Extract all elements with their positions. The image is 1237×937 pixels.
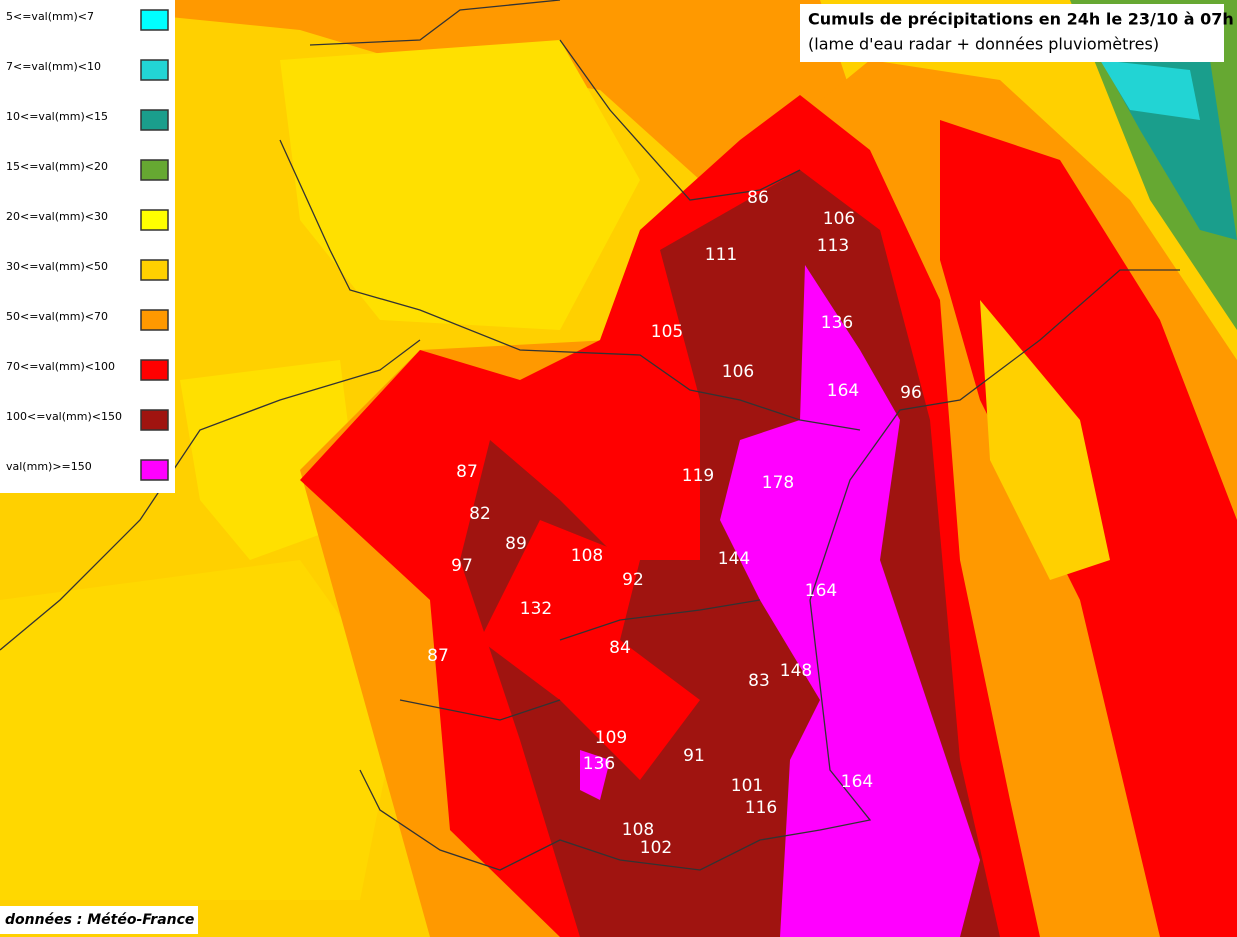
legend-label: val(mm)>=150 [6, 460, 92, 473]
station-value: 111 [705, 245, 737, 265]
subtitle: (lame d'eau radar + données pluviomètres… [808, 35, 1159, 54]
legend-swatch [140, 359, 169, 381]
station-value: 106 [722, 362, 754, 382]
legend-label: 5<=val(mm)<7 [6, 10, 94, 23]
station-value: 86 [747, 188, 769, 208]
station-value: 89 [505, 534, 527, 554]
legend-label: 100<=val(mm)<150 [6, 410, 122, 423]
legend-swatch [140, 409, 169, 431]
station-value: 82 [469, 504, 491, 524]
title-panel [800, 4, 1224, 62]
station-value: 178 [762, 473, 794, 493]
station-value: 84 [609, 638, 631, 658]
station-value: 119 [682, 466, 714, 486]
station-value: 116 [745, 798, 777, 818]
legend-label: 50<=val(mm)<70 [6, 310, 108, 323]
title: Cumuls de précipitations en 24h le 23/10… [808, 10, 1234, 29]
station-value: 83 [748, 671, 770, 691]
title-box: Cumuls de précipitations en 24h le 23/10… [800, 4, 1234, 62]
station-value: 113 [817, 236, 849, 256]
legend-label: 30<=val(mm)<50 [6, 260, 108, 273]
legend: 5<=val(mm)<7 7<=val(mm)<10 10<=val(mm)<15 1… [0, 0, 175, 493]
legend-swatch [140, 109, 169, 131]
station-value: 105 [651, 322, 683, 342]
station-value: 132 [520, 599, 552, 619]
legend-swatch [140, 59, 169, 81]
legend-swatch [140, 159, 169, 181]
legend-label: 20<=val(mm)<30 [6, 210, 108, 223]
legend-label: 10<=val(mm)<15 [6, 110, 108, 123]
legend-label: 7<=val(mm)<10 [6, 60, 101, 73]
legend-label: 70<=val(mm)<100 [6, 360, 115, 373]
station-value: 108 [571, 546, 603, 566]
station-values: 86 106 113 111 136 105 106 164 96 87 119 178 82 89 108… [427, 188, 922, 858]
legend-swatch [140, 459, 169, 481]
legend-swatch [140, 309, 169, 331]
station-value: 87 [456, 462, 478, 482]
credit-panel [0, 906, 198, 934]
legend-label: 15<=val(mm)<20 [6, 160, 108, 173]
station-value: 96 [900, 383, 922, 403]
legend-swatch [140, 209, 169, 231]
station-value: 164 [805, 581, 837, 601]
station-value: 164 [841, 772, 873, 792]
station-value: 108 [622, 820, 654, 840]
station-value: 136 [821, 313, 853, 333]
station-value: 97 [451, 556, 473, 576]
legend-swatch [140, 9, 169, 31]
station-value: 101 [731, 776, 763, 796]
legend-swatch [140, 259, 169, 281]
station-value: 106 [823, 209, 855, 229]
credit-box: données : Météo-France [0, 906, 198, 934]
station-value: 109 [595, 728, 627, 748]
credit: données : Météo-France [5, 912, 194, 928]
station-value: 91 [683, 746, 705, 766]
station-value: 148 [780, 661, 812, 681]
station-value: 164 [827, 381, 859, 401]
station-value: 87 [427, 646, 449, 666]
station-value: 136 [583, 754, 615, 774]
station-value: 92 [622, 570, 644, 590]
borders [0, 0, 1180, 871]
station-value: 144 [718, 549, 750, 569]
station-value: 102 [640, 838, 672, 858]
